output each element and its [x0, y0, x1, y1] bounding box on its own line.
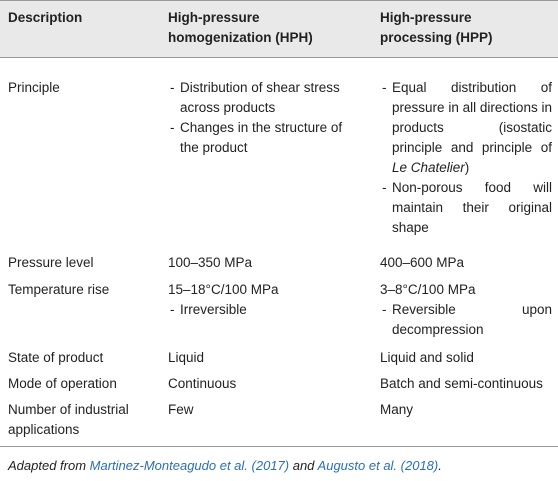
table-cell: 400–600 MPa	[380, 253, 552, 273]
cell-text: 100–350 MPa	[168, 255, 253, 270]
table-rule	[0, 446, 558, 447]
table-cell: Few	[168, 400, 363, 420]
bullet-item: Distribution of shear stress across prod…	[168, 78, 363, 118]
column-header: High-pressure processing (HPP)	[380, 10, 493, 45]
bullet-text: )	[464, 160, 470, 175]
cell-text: 400–600 MPa	[380, 255, 465, 270]
bullet-list: Equal distribution of pressure in all di…	[380, 78, 552, 238]
column-header: Description	[8, 10, 83, 25]
table-cell: 100–350 MPa	[168, 253, 363, 273]
row-label: Number of industrial applications	[8, 402, 129, 437]
bullet-list: Distribution of shear stress across prod…	[168, 78, 363, 158]
footnote-text: Adapted from	[8, 458, 90, 473]
citation-link[interactable]: Augusto et al. (2018)	[317, 458, 439, 473]
row-label: Pressure level	[8, 255, 94, 270]
cell-text: Many	[380, 402, 414, 417]
footnote-text: and	[289, 458, 318, 473]
bullet-text: Le Chatelier	[392, 160, 465, 175]
bullet-text: Reversible upon decompression	[392, 302, 552, 337]
bullet-item: Non-porous food will maintain their orig…	[380, 178, 552, 238]
bullet-list: Irreversible	[168, 300, 363, 320]
cell-text: Batch and semi-continuous	[380, 376, 543, 391]
footnote-text: .	[438, 458, 442, 473]
cell-text: Liquid and solid	[380, 350, 474, 365]
bullet-list: Reversible upon decompression	[380, 300, 552, 340]
table-cell: Continuous	[168, 374, 363, 394]
bullet-item: Changes in the structure of the product	[168, 118, 363, 158]
cell-text: 15–18°C/100 MPa	[168, 282, 279, 297]
table-cell: 15–18°C/100 MPa Irreversible	[168, 280, 363, 320]
cell-text: Liquid	[168, 350, 205, 365]
row-label: Mode of operation	[8, 376, 117, 391]
table-cell: Many	[380, 400, 552, 420]
table-cell: Equal distribution of pressure in all di…	[380, 78, 552, 238]
bullet-item: Equal distribution of pressure in all di…	[380, 78, 552, 178]
bullet-item: Reversible upon decompression	[380, 300, 552, 340]
bullet-text: Non-porous food will maintain their orig…	[392, 180, 552, 235]
cell-text: 3–8°C/100 MPa	[380, 282, 476, 297]
citation-link[interactable]: Martinez-Monteagudo et al. (2017)	[89, 458, 290, 473]
row-label: State of product	[8, 350, 104, 365]
table-cell: 3–8°C/100 MPa Reversible upon decompressi…	[380, 280, 552, 340]
cell-text: Few	[168, 402, 194, 417]
column-header: High-pressure homogenization (HPH)	[168, 10, 313, 45]
table-cell: Distribution of shear stress across prod…	[168, 78, 363, 158]
table-cell: Batch and semi-continuous	[380, 374, 552, 394]
header-band	[0, 0, 558, 58]
table-cell: Liquid	[168, 348, 363, 368]
row-label: Principle	[8, 80, 60, 95]
footnote: Adapted from Martinez-Monteagudo et al. …	[8, 458, 442, 473]
table-cell: Liquid and solid	[380, 348, 552, 368]
cell-text: Continuous	[168, 376, 237, 391]
bullet-item: Irreversible	[168, 300, 363, 320]
row-label: Temperature rise	[8, 282, 110, 297]
bullet-text: Equal distribution of pressure in all di…	[392, 80, 552, 155]
